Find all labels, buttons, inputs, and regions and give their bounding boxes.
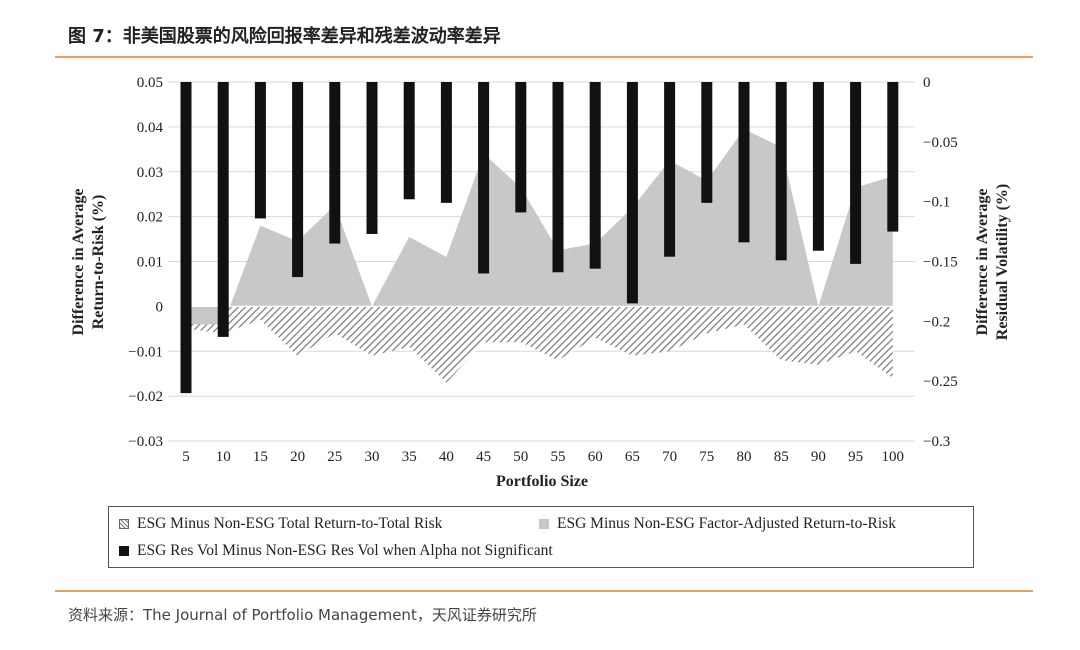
res-vol-bar xyxy=(887,82,899,232)
chart: 0.05 0.04 0.03 0.02 0.01 0 −0.01 −0.02 −0.03 0 −0.… xyxy=(70,75,1011,490)
x-tick: 80 xyxy=(737,449,752,465)
res-vol-bar xyxy=(292,82,304,278)
res-vol-bar xyxy=(180,82,192,394)
x-tick: 95 xyxy=(848,449,863,465)
x-tick: 100 xyxy=(882,449,905,465)
y-tick-right: −0.1 xyxy=(923,195,950,211)
y-tick-left: 0.05 xyxy=(137,75,163,91)
y-tick-left: −0.01 xyxy=(128,344,163,360)
x-tick: 55 xyxy=(551,449,566,465)
hatched-swatch-icon xyxy=(119,519,129,529)
top-rule xyxy=(55,56,1033,58)
x-tick: 15 xyxy=(253,449,268,465)
y-axis-label-right-1: Difference in Average xyxy=(974,189,991,336)
y-tick-right: −0.25 xyxy=(923,374,958,390)
gray-area-series xyxy=(186,129,893,325)
y-tick-right: −0.05 xyxy=(923,135,958,151)
x-tick: 10 xyxy=(216,449,231,465)
x-tick: 90 xyxy=(811,449,826,465)
x-tick: 35 xyxy=(402,449,417,465)
legend-label-black: ESG Res Vol Minus Non-ESG Res Vol when A… xyxy=(137,542,553,559)
res-vol-bar xyxy=(366,82,378,234)
legend-item-black: ESG Res Vol Minus Non-ESG Res Vol when A… xyxy=(119,542,553,560)
x-tick: 5 xyxy=(182,449,190,465)
x-tick: 30 xyxy=(365,449,380,465)
x-tick: 65 xyxy=(625,449,640,465)
y-tick-right: 0 xyxy=(923,75,931,91)
y-axis-label-right-2: Residual Volatility (%) xyxy=(994,184,1011,340)
res-vol-bar xyxy=(812,82,824,251)
source-note: 资料来源：The Journal of Portfolio Management… xyxy=(68,606,537,624)
legend-label-hatched: ESG Minus Non-ESG Total Return-to-Total … xyxy=(137,515,443,532)
x-tick: 40 xyxy=(439,449,454,465)
x-tick: 45 xyxy=(476,449,491,465)
y-tick-right: −0.2 xyxy=(923,314,950,330)
y-axis-label-left-2: Return-to-Risk (%) xyxy=(90,195,107,330)
y-tick-left: 0.02 xyxy=(137,210,163,226)
black-swatch-icon xyxy=(119,546,129,556)
res-vol-bar xyxy=(217,82,229,337)
res-vol-bar xyxy=(850,82,862,264)
x-tick: 25 xyxy=(327,449,342,465)
legend-item-hatched: ESG Minus Non-ESG Total Return-to-Total … xyxy=(119,515,442,533)
y-tick-left: −0.02 xyxy=(128,389,163,405)
y-axis-label-left-1: Difference in Average xyxy=(70,189,87,336)
x-tick: 85 xyxy=(774,449,789,465)
y-tick-right: −0.3 xyxy=(923,434,950,450)
figure-title: 图 7：非美国股票的风险回报率差异和残差波动率差异 xyxy=(68,26,501,47)
y-tick-left: 0 xyxy=(156,299,164,315)
x-tick: 70 xyxy=(662,449,677,465)
y-tick-left: 0.01 xyxy=(137,255,163,271)
legend-item-gray: ESG Minus Non-ESG Factor-Adjusted Return… xyxy=(539,515,896,533)
res-vol-bar xyxy=(329,82,341,244)
res-vol-bar xyxy=(589,82,601,269)
res-vol-bar xyxy=(254,82,266,219)
x-axis-label: Portfolio Size xyxy=(496,473,588,490)
res-vol-bar xyxy=(515,82,527,213)
x-tick: 60 xyxy=(588,449,603,465)
y-tick-right: −0.15 xyxy=(923,255,958,271)
res-vol-bar xyxy=(626,82,638,304)
hatched-area-series xyxy=(186,306,893,383)
x-tick: 20 xyxy=(290,449,305,465)
legend-label-gray: ESG Minus Non-ESG Factor-Adjusted Return… xyxy=(557,515,896,532)
res-vol-bar xyxy=(738,82,750,243)
res-vol-bar xyxy=(664,82,676,257)
res-vol-bar xyxy=(478,82,490,274)
res-vol-bar xyxy=(552,82,564,273)
res-vol-bar xyxy=(403,82,415,200)
res-vol-bar xyxy=(701,82,713,203)
legend: ESG Minus Non-ESG Total Return-to-Total … xyxy=(108,506,974,568)
bottom-rule xyxy=(55,590,1033,592)
y-tick-left: −0.03 xyxy=(128,434,163,450)
y-tick-left: 0.03 xyxy=(137,165,163,181)
res-vol-bar xyxy=(440,82,452,203)
x-tick: 50 xyxy=(513,449,528,465)
x-tick: 75 xyxy=(699,449,714,465)
y-tick-left: 0.04 xyxy=(137,120,164,136)
res-vol-bar xyxy=(775,82,787,261)
gray-swatch-icon xyxy=(539,519,549,529)
